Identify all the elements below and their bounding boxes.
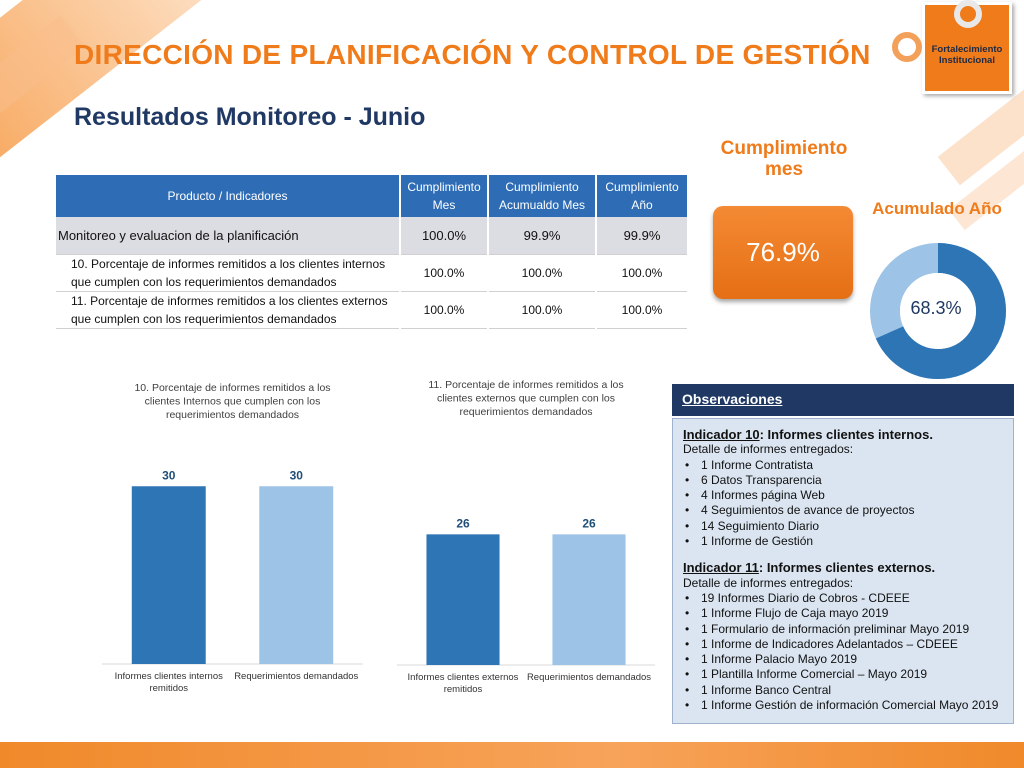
chart-title-line: clientes externos que cumplen con los (437, 393, 615, 405)
logo-ring-icon (892, 32, 922, 62)
table-row: Monitoreo y evaluacion de la planificaci… (56, 217, 687, 255)
indicator-11-list: 19 Informes Diario de Cobros - CDEEE1 In… (683, 591, 1003, 714)
table-cell-label: 10. Porcentaje de informes remitidos a l… (56, 255, 399, 292)
table-cell: 99.9% (489, 217, 595, 255)
list-item: 19 Informes Diario de Cobros - CDEEE (683, 591, 1003, 607)
list-item: 4 Informes página Web (683, 488, 1003, 504)
bar (131, 486, 206, 664)
bar (426, 534, 500, 665)
page-title: DIRECCIÓN DE PLANIFICACIÓN Y CONTROL DE … (74, 39, 871, 70)
table-cell: 100.0% (489, 255, 595, 292)
table-row: 10. Porcentaje de informes remitidos a l… (56, 255, 687, 292)
indicator-11-heading: Indicador 11: Informes clientes externos… (683, 560, 1003, 575)
list-item: 1 Informe Flujo de Caja mayo 2019 (683, 606, 1003, 622)
table-cell: 100.0% (401, 292, 487, 329)
table-header: Cumplimiento Acumualdo Mes (489, 175, 595, 217)
table-header: Cumplimiento Año (597, 175, 687, 217)
chart-svg: 10. Porcentaje de informes remitidos a l… (102, 382, 363, 694)
chart-title-line: requerimientos demandados (459, 406, 592, 418)
table-header: Cumplimiento Mes (401, 175, 487, 217)
observations-header: Observaciones (672, 384, 1014, 416)
data-label: 26 (456, 516, 470, 530)
bar (552, 534, 626, 665)
data-label: 30 (290, 468, 304, 482)
footer-band (0, 742, 1024, 768)
indicator-11-tag: Indicador 11 (683, 560, 759, 576)
page-subtitle: Resultados Monitoreo - Junio (74, 103, 426, 131)
kpi-anio-donut (870, 243, 1006, 379)
indicator-11-detail: Detalle de informes entregados: (683, 575, 854, 590)
list-item: 4 Seguimientos de avance de proyectos (683, 503, 1003, 519)
list-item: 6 Datos Transparencia (683, 473, 1003, 489)
indicator-10-heading: Indicador 10: Informes clientes internos… (683, 427, 1003, 442)
table-cell: 99.9% (597, 217, 687, 255)
data-label: 26 (582, 516, 596, 530)
indicator-10-list: 1 Informe Contratista6 Datos Transparenc… (683, 458, 1003, 550)
indicator-10-detail: Detalle de informes entregados: (683, 442, 854, 457)
kpi-anio-value: 68.3% (910, 298, 962, 318)
table-cell: 100.0% (597, 255, 687, 292)
indicator-10-tag: Indicador 10 (683, 427, 760, 442)
table-cell-label: 11. Porcentaje de informes remitidos a l… (56, 292, 399, 329)
list-item: 1 Formulario de información preliminar M… (683, 622, 1003, 638)
list-item: 1 Plantilla Informe Comercial – Mayo 201… (683, 667, 1003, 683)
category-label: Requerimientos demandados (234, 671, 358, 682)
list-item: 1 Informe de Indicadores Adelantados – C… (683, 637, 1003, 653)
table-cell: 100.0% (401, 255, 487, 292)
list-item: 1 Informe Banco Central (683, 683, 1003, 699)
chart-title-line: 10. Porcentaje de informes remitidos a l… (134, 382, 330, 394)
observations-body: Indicador 10: Informes clientes internos… (672, 418, 1014, 724)
category-label: Informes clientes internos (115, 671, 223, 682)
chart-svg: 11. Porcentaje de informes remitidos a l… (397, 379, 655, 695)
list-item: 14 Seguimiento Diario (683, 519, 1003, 535)
table-cell: 100.0% (401, 217, 487, 255)
table-row: 11. Porcentaje de informes remitidos a l… (56, 292, 687, 329)
indicator-11-title: : Informes clientes externos. (758, 560, 936, 576)
bar-chart-internos: 10. Porcentaje de informes remitidos a l… (100, 375, 365, 700)
observations-panel: Observaciones Indicador 10: Informes cli… (672, 384, 1014, 724)
kpi-mes-value: 76.9% (746, 237, 820, 267)
donut-value-arc (870, 243, 1006, 379)
table-cell: 100.0% (597, 292, 687, 329)
list-item: 1 Informe Gestión de información Comerci… (683, 698, 1003, 714)
indicator-10-title: : Informes clientes internos. (759, 427, 933, 442)
kpi-mes-box: 76.9% (713, 206, 853, 299)
logo-text: Fortalecimiento Institucional (931, 44, 1003, 66)
table-header: Producto / Indicadores (56, 175, 399, 217)
kpi-mes-label: Cumplimiento mes (720, 138, 848, 180)
list-item: 1 Informe de Gestión (683, 534, 1003, 550)
logo: Fortalecimiento Institucional (888, 0, 1024, 100)
table-header-row: Producto / Indicadores Cumplimiento Mes … (56, 175, 687, 217)
bar-chart-externos: 11. Porcentaje de informes remitidos a l… (395, 372, 657, 702)
bar (259, 486, 334, 664)
chart-title-line: requerimientos demandados (166, 409, 299, 421)
table-cell: 100.0% (489, 292, 595, 329)
category-label: Informes clientes externos (408, 672, 519, 683)
kpi-anio-label: Acumulado Año (872, 199, 1002, 218)
category-label: remitidos (149, 683, 188, 694)
chart-title-line: clientes Internos que cumplen con los (145, 396, 321, 408)
list-item: 1 Informe Contratista (683, 458, 1003, 474)
category-label: Requerimientos demandados (527, 672, 651, 683)
donut-hole (900, 273, 976, 349)
category-label: remitidos (444, 684, 483, 695)
indicators-table: Producto / Indicadores Cumplimiento Mes … (54, 175, 689, 329)
table-cell-label: Monitoreo y evaluacion de la planificaci… (56, 217, 399, 255)
chart-title-line: 11. Porcentaje de informes remitidos a l… (428, 379, 623, 391)
data-label: 30 (162, 468, 176, 482)
list-item: 1 Informe Palacio Mayo 2019 (683, 652, 1003, 668)
logo-ring-icon (954, 0, 982, 28)
